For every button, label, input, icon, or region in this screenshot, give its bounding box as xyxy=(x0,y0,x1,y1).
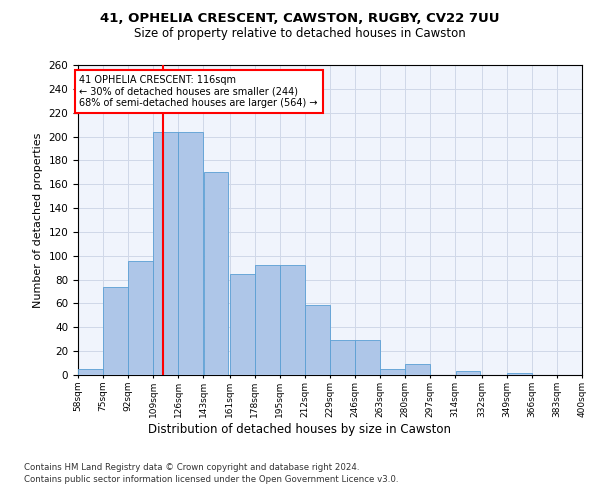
Bar xyxy=(230,274,254,375)
Bar xyxy=(455,372,480,375)
Bar xyxy=(103,287,128,375)
Bar xyxy=(203,172,228,375)
Bar xyxy=(305,304,330,375)
Bar xyxy=(355,340,380,375)
Text: Size of property relative to detached houses in Cawston: Size of property relative to detached ho… xyxy=(134,28,466,40)
Bar xyxy=(380,369,405,375)
Text: Contains HM Land Registry data © Crown copyright and database right 2024.: Contains HM Land Registry data © Crown c… xyxy=(24,462,359,471)
Y-axis label: Number of detached properties: Number of detached properties xyxy=(33,132,43,308)
Text: Distribution of detached houses by size in Cawston: Distribution of detached houses by size … xyxy=(149,422,452,436)
Bar xyxy=(178,132,203,375)
Bar xyxy=(255,266,280,375)
Bar xyxy=(330,340,355,375)
Bar xyxy=(280,266,305,375)
Bar xyxy=(154,132,178,375)
Bar xyxy=(582,372,600,375)
Text: 41 OPHELIA CRESCENT: 116sqm
← 30% of detached houses are smaller (244)
68% of se: 41 OPHELIA CRESCENT: 116sqm ← 30% of det… xyxy=(79,74,318,108)
Bar xyxy=(406,364,430,375)
Text: Contains public sector information licensed under the Open Government Licence v3: Contains public sector information licen… xyxy=(24,475,398,484)
Text: 41, OPHELIA CRESCENT, CAWSTON, RUGBY, CV22 7UU: 41, OPHELIA CRESCENT, CAWSTON, RUGBY, CV… xyxy=(100,12,500,26)
Bar xyxy=(507,372,532,375)
Bar xyxy=(78,369,103,375)
Bar xyxy=(128,260,153,375)
